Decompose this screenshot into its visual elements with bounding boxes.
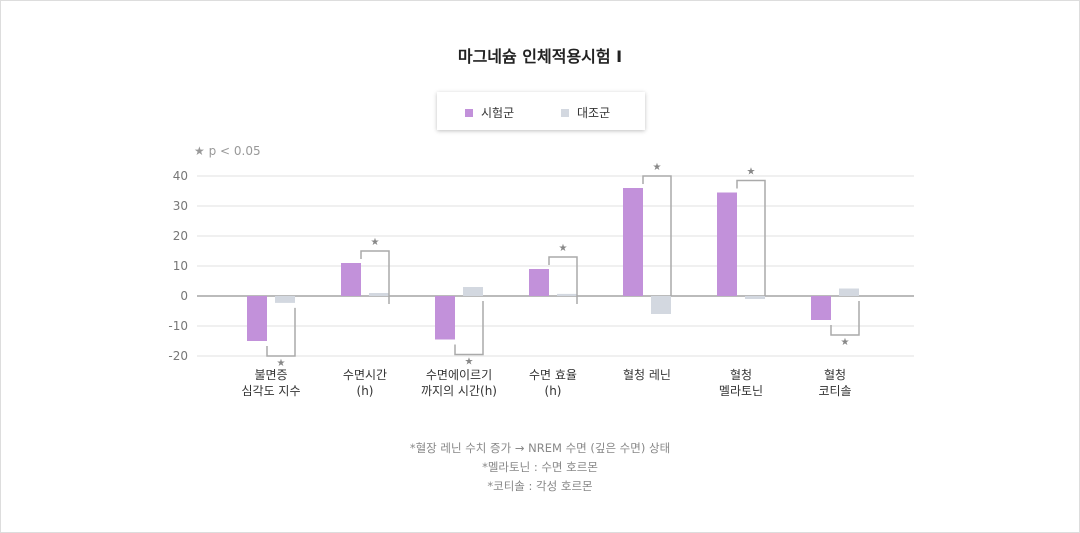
significance-star: ★ bbox=[277, 358, 286, 369]
legend-label: 대조군 bbox=[577, 106, 611, 120]
bar bbox=[529, 269, 549, 296]
significance-bracket bbox=[736, 179, 766, 296]
bar bbox=[839, 288, 859, 296]
bar bbox=[275, 296, 295, 303]
bar bbox=[651, 296, 671, 314]
x-tick-label: 수면시간 bbox=[343, 368, 387, 382]
footnotes: *혈장 레닌 수치 증가 → NREM 수면 (깊은 수면) 상태 *멜라토닌 … bbox=[1, 439, 1079, 496]
significance-bracket bbox=[830, 301, 860, 336]
x-tick-label: 혈청 레닌 bbox=[623, 368, 671, 382]
bar bbox=[247, 296, 267, 341]
bar bbox=[341, 263, 361, 296]
y-tick-label: 20 bbox=[173, 229, 188, 243]
significance-star: ★ bbox=[559, 243, 568, 254]
significance-star: ★ bbox=[371, 237, 380, 248]
significance-note: ★ p < 0.05 bbox=[194, 144, 261, 158]
legend: 시험군 대조군 bbox=[437, 92, 645, 130]
significance-bracket bbox=[360, 250, 390, 304]
bar bbox=[717, 192, 737, 296]
y-tick-label: -20 bbox=[168, 349, 188, 363]
significance-bracket bbox=[266, 307, 296, 357]
significance-star: ★ bbox=[841, 337, 850, 348]
significance-bracket bbox=[548, 256, 578, 304]
x-tick-label: (h) bbox=[545, 384, 562, 398]
x-tick-label: 심각도 지수 bbox=[241, 384, 300, 398]
significance-bracket bbox=[454, 301, 484, 356]
y-tick-label: 10 bbox=[173, 259, 188, 273]
x-tick-label: (h) bbox=[357, 384, 374, 398]
footnote: *멜라토닌 : 수면 호르몬 bbox=[482, 460, 598, 474]
footnote: *혈장 레닌 수치 증가 → NREM 수면 (깊은 수면) 상태 bbox=[409, 441, 671, 455]
x-tick-label: 코티솔 bbox=[818, 384, 851, 398]
y-tick-label: 0 bbox=[180, 289, 188, 303]
significance-star: ★ bbox=[747, 167, 756, 178]
legend-label: 시험군 bbox=[481, 106, 515, 120]
legend-item-control: 대조군 bbox=[561, 104, 610, 121]
x-tick-label: 혈청 bbox=[824, 368, 846, 382]
chart-title: 마그네슘 인체적용시험 I bbox=[457, 47, 623, 66]
legend-item-test: 시험군 bbox=[465, 104, 514, 121]
x-tick-label: 수면에이르기 bbox=[426, 368, 492, 382]
significance-star: ★ bbox=[653, 162, 662, 173]
x-tick-label: 불면증 bbox=[254, 368, 287, 382]
bar bbox=[811, 296, 831, 320]
bar bbox=[435, 296, 455, 340]
bar bbox=[463, 287, 483, 296]
y-tick-label: 30 bbox=[173, 199, 188, 213]
x-tick-label: 멜라토닌 bbox=[719, 384, 763, 398]
bar bbox=[557, 293, 577, 296]
x-tick-label: 까지의 시간(h) bbox=[421, 384, 497, 398]
significance-bracket bbox=[642, 175, 672, 296]
bar bbox=[745, 296, 765, 299]
footnote: *코티솔 : 각성 호르몬 bbox=[487, 479, 593, 493]
y-tick-label: -10 bbox=[168, 319, 188, 333]
legend-swatch bbox=[465, 108, 473, 117]
bar bbox=[369, 293, 389, 296]
y-tick-label: 40 bbox=[173, 169, 188, 183]
x-tick-label: 수면 효율 bbox=[529, 368, 577, 382]
significance-star: ★ bbox=[465, 357, 474, 368]
bar bbox=[623, 188, 643, 296]
legend-swatch bbox=[561, 108, 569, 117]
x-tick-label: 혈청 bbox=[730, 368, 752, 382]
